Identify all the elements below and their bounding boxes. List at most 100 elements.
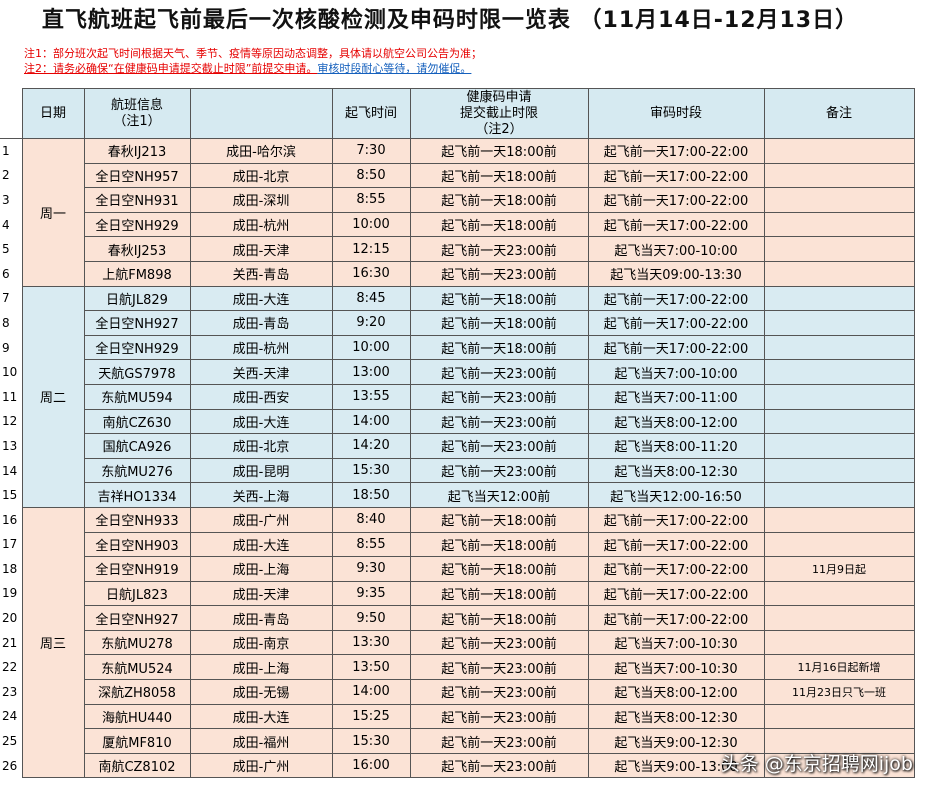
row-index: 5 [0,236,22,262]
day-cell: 周二 [21,285,85,508]
watermark: 头条 @东京招聘网ijob [720,753,913,775]
row-index: 13 [0,433,22,459]
review-cell: 起飞当天8:00-12:00 [587,679,765,705]
deadline-cell: 起飞前一天23:00前 [409,752,589,779]
header-flight: 航班信息 （注1） [83,88,191,139]
row-index: 10 [0,359,22,385]
review-cell: 起飞前一天17:00-22:00 [587,506,765,533]
row-index: 4 [0,212,22,237]
departure-cell: 8:55 [331,531,411,558]
note-2-review: 审核时段耐心等待，请勿催促。 [317,62,472,75]
table-row: 7 周二 日航JL829 成田-大连 8:45 起飞前一天18:00前 起飞前一天17:00… [0,285,915,508]
route-cell: 成田-南京 [189,629,333,656]
row-index: 12 [0,409,22,434]
table-row: 23 深航ZH8058 成田-无锡 14:00 起飞前一天23:00前 起飞当天8:00-… [0,679,915,705]
note-1: 注1：部分班次起飞时间根据天气、季节、疫情等原因动态调整，具体请以航空公司公告为… [24,47,482,60]
remark-cell [763,531,915,558]
row-index: 1 [0,138,22,164]
table-row: 20 全日空NH927 成田-青岛 9:50 起飞前一天18:00前 起飞前一天17:00… [0,605,915,631]
header-deadline: 健康码申请 提交截止时限 （注2） [409,88,589,139]
header-departure: 起飞时间 [331,88,411,139]
header-date: 日期 [21,88,85,139]
flight-cell: 东航MU594 [83,383,191,410]
row-index: 24 [0,704,22,729]
deadline-cell: 起飞前一天23:00前 [409,728,589,754]
review-cell: 起飞前一天17:00-22:00 [587,334,765,361]
deadline-cell: 起飞前一天23:00前 [409,433,589,459]
review-cell: 起飞当天8:00-12:30 [587,703,765,730]
review-cell: 起飞当天8:00-12:00 [587,408,765,435]
flight-cell: 日航JL829 [83,285,191,312]
row-index: 3 [0,187,22,213]
table-row: 9 全日空NH929 成田-杭州 10:00 起飞前一天18:00前 起飞前一天17:00… [0,334,915,361]
flight-cell: 南航CZ630 [83,408,191,435]
flight-cell: 全日空NH927 [83,310,191,336]
departure-cell: 15:30 [331,457,411,484]
row-index: 23 [0,679,22,705]
table-row: 25 厦航MF810 成田-福州 15:30 起飞前一天23:00前 起飞当天9:00-1… [0,728,915,754]
departure-cell: 10:00 [331,334,411,361]
departure-cell: 14:00 [331,679,411,705]
review-cell: 起飞当天7:00-10:00 [587,359,765,385]
table-row: 22 东航MU524 成田-上海 13:50 起飞前一天23:00前 起飞当天7:00-1… [0,654,915,681]
remark-cell [763,359,915,385]
review-cell: 起飞前一天17:00-22:00 [587,285,765,312]
route-cell: 成田-杭州 [189,334,333,361]
route-cell: 成田-杭州 [189,211,333,238]
route-cell: 成田-青岛 [189,310,333,336]
review-cell: 起飞当天7:00-10:30 [587,654,765,681]
departure-cell: 10:00 [331,211,411,238]
header-index [0,88,23,139]
row-index: 16 [0,507,22,532]
remark-cell [763,605,915,631]
remark-cell [763,236,915,262]
deadline-cell: 起飞前一天23:00前 [409,408,589,435]
remark-cell [763,285,915,312]
remark-cell [763,703,915,730]
table-row: 14 东航MU276 成田-昆明 15:30 起飞前一天23:00前 起飞当天8:00-1… [0,457,915,484]
flight-cell: 东航MU524 [83,654,191,681]
day-cell: 周一 [21,138,85,287]
deadline-cell: 起飞前一天18:00前 [409,138,589,164]
deadline-cell: 起飞前一天18:00前 [409,211,589,238]
deadline-cell: 起飞前一天18:00前 [409,334,589,361]
table-row: 26 南航CZ8102 成田-广州 16:00 起飞前一天23:00前 起飞当天9:00-… [0,752,915,779]
remark-cell [763,506,915,533]
review-cell: 起飞前一天17:00-22:00 [587,211,765,238]
row-index: 2 [0,163,22,188]
page-title: 直飞航班起飞前最后一次核酸检测及申码时限一览表 （11月14日-12月13日） [41,8,859,33]
flight-table: 日期 航班信息 （注1） 起飞时间 健康码申请 提交截止时限 （注2） 审码时段… [0,88,915,779]
table-row: 24 海航HU440 成田-大连 15:25 起飞前一天23:00前 起飞当天8:00-1… [0,703,915,730]
review-cell: 起飞前一天17:00-22:00 [587,138,765,164]
remark-cell [763,310,915,336]
departure-cell: 15:30 [331,728,411,754]
flight-cell: 吉祥HO1334 [83,482,191,508]
table-row: 1 周一 春秋IJ213 成田-哈尔滨 7:30 起飞前一天18:00前 起飞前一天17:0… [0,138,915,287]
departure-cell: 15:25 [331,703,411,730]
flight-cell: 春秋IJ213 [83,138,191,164]
flight-cell: 厦航MF810 [83,728,191,754]
route-cell: 成田-西安 [189,383,333,410]
table-row: 12 南航CZ630 成田-大连 14:00 起飞前一天23:00前 起飞当天8:00-1… [0,408,915,435]
header-review: 审码时段 [587,88,765,139]
row-index: 21 [0,630,22,655]
flight-cell: 全日空NH957 [83,162,191,189]
flight-cell: 东航MU278 [83,629,191,656]
table-row: 16 周三 全日空NH933 成田-广州 8:40 起飞前一天18:00前 起飞前一天17:… [0,506,915,779]
flight-cell: 全日空NH929 [83,334,191,361]
remark-cell [763,260,915,287]
departure-cell: 18:50 [331,482,411,508]
note-2: 注2：请务必确保“在健康码申请提交截止时限”前提交申请。审核时段耐心等待，请勿催… [24,60,471,76]
departure-cell: 9:50 [331,605,411,631]
route-cell: 关西-天津 [189,359,333,385]
review-cell: 起飞前一天17:00-22:00 [587,556,765,582]
remark-cell [763,138,915,164]
row-index: 6 [0,261,22,287]
header-route [189,88,333,139]
review-cell: 起飞前一天17:00-22:00 [587,605,765,631]
deadline-cell: 起飞前一天23:00前 [409,359,589,385]
flight-cell: 上航FM898 [83,260,191,287]
route-cell: 关西-青岛 [189,260,333,287]
departure-cell: 8:55 [331,187,411,213]
remark-cell [763,629,915,656]
